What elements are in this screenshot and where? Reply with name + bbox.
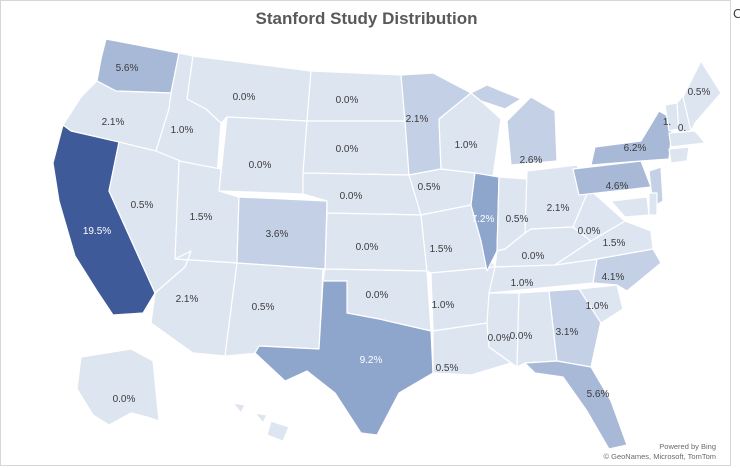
state-shape-mi[interactable]: Michigan xyxy=(470,84,558,166)
state-label-or: 2.1% xyxy=(102,117,125,128)
state-shape-ga[interactable]: Georgia xyxy=(548,288,602,368)
state-label-pa: 4.6% xyxy=(606,181,629,192)
state-label-il: 7.2% xyxy=(472,214,495,225)
state-shape-sc[interactable]: South Carolina xyxy=(578,284,624,324)
state-label-oh: 2.1% xyxy=(547,203,570,214)
state-label-ia: 0.5% xyxy=(418,182,441,193)
state-shape-de[interactable]: Delaware xyxy=(648,192,658,216)
state-label-sd: 0.0% xyxy=(336,144,359,155)
state-shapes: WashingtonOregonCaliforniaIdahoNevadaMon… xyxy=(52,38,722,450)
state-label-vt: 1. xyxy=(663,117,671,128)
state-label-ms: 0.0% xyxy=(488,333,511,344)
state-label-tx: 9.2% xyxy=(360,355,383,366)
state-label-la: 0.5% xyxy=(436,363,459,374)
state-shape-wv[interactable]: West Virginia xyxy=(572,188,626,242)
state-label-wa: 5.6% xyxy=(116,63,139,74)
state-shape-ma[interactable]: Massachusetts xyxy=(668,130,706,148)
state-label-ok: 0.0% xyxy=(366,290,389,301)
state-shape-ms[interactable]: Mississippi xyxy=(486,292,520,368)
state-shape-ct[interactable]: Connecticut xyxy=(668,146,690,164)
state-label-al: 0.0% xyxy=(510,331,533,342)
state-label-sc: 1.0% xyxy=(586,301,609,312)
state-label-ny: 6.2% xyxy=(624,143,647,154)
state-shape-ar[interactable]: Arkansas xyxy=(430,266,496,332)
state-label-ga: 3.1% xyxy=(556,327,579,338)
state-label-ut: 1.5% xyxy=(190,212,213,223)
state-label-ks: 0.0% xyxy=(356,242,379,253)
state-shape-ak[interactable]: Alaska xyxy=(76,348,160,426)
state-label-mi: 2.6% xyxy=(520,155,543,166)
state-shape-wy[interactable]: Wyoming xyxy=(218,116,308,195)
credit-powered-by: Powered by Bing xyxy=(659,442,716,451)
cropped-edge-text: C xyxy=(733,6,740,21)
state-shape-fl[interactable]: Florida xyxy=(524,360,628,450)
state-label-nv: 0.5% xyxy=(131,200,154,211)
state-label-id: 1.0% xyxy=(171,125,194,136)
state-label-nh: 0. xyxy=(678,123,686,134)
state-shape-ny[interactable]: New York xyxy=(590,110,674,166)
state-label-tn: 1.0% xyxy=(511,278,534,289)
state-label-wy: 0.0% xyxy=(249,160,272,171)
state-label-mt: 0.0% xyxy=(233,92,256,103)
state-label-wv: 0.0% xyxy=(578,226,601,237)
state-label-nc: 4.1% xyxy=(602,272,625,283)
state-label-va: 1.5% xyxy=(603,238,626,249)
state-label-nm: 0.5% xyxy=(252,302,275,313)
state-shape-ca[interactable]: California xyxy=(52,124,156,316)
chart-title: Stanford Study Distribution xyxy=(255,9,478,28)
state-label-ca: 19.5% xyxy=(83,226,111,237)
state-labels: 5.6%2.1%19.5%1.0%0.5%0.0%0.0%1.5%2.1%3.6… xyxy=(83,63,711,405)
state-label-ak: 0.0% xyxy=(113,394,136,405)
state-label-co: 3.6% xyxy=(266,229,289,240)
state-label-wi: 1.0% xyxy=(455,140,478,151)
state-shape-tx[interactable]: Texas xyxy=(254,280,434,436)
state-label-me: 0.5% xyxy=(688,87,711,98)
map-credit: Powered by Bing © GeoNames, Microsoft, T… xyxy=(604,442,717,462)
state-label-mn: 2.1% xyxy=(406,114,429,125)
state-label-ne: 0.0% xyxy=(340,191,363,202)
state-label-ar: 1.0% xyxy=(432,300,455,311)
state-label-fl: 5.6% xyxy=(587,389,610,400)
state-shape-hi[interactable]: Hawaii xyxy=(232,402,290,442)
state-label-mo: 1.5% xyxy=(430,244,453,255)
credit-attribution: © GeoNames, Microsoft, TomTom xyxy=(603,452,717,461)
state-label-in: 0.5% xyxy=(506,214,529,225)
state-label-az: 2.1% xyxy=(176,294,199,305)
state-label-ky: 0.0% xyxy=(522,251,545,262)
state-label-nd: 0.0% xyxy=(336,95,359,106)
state-shape-me[interactable]: Maine xyxy=(682,60,722,132)
